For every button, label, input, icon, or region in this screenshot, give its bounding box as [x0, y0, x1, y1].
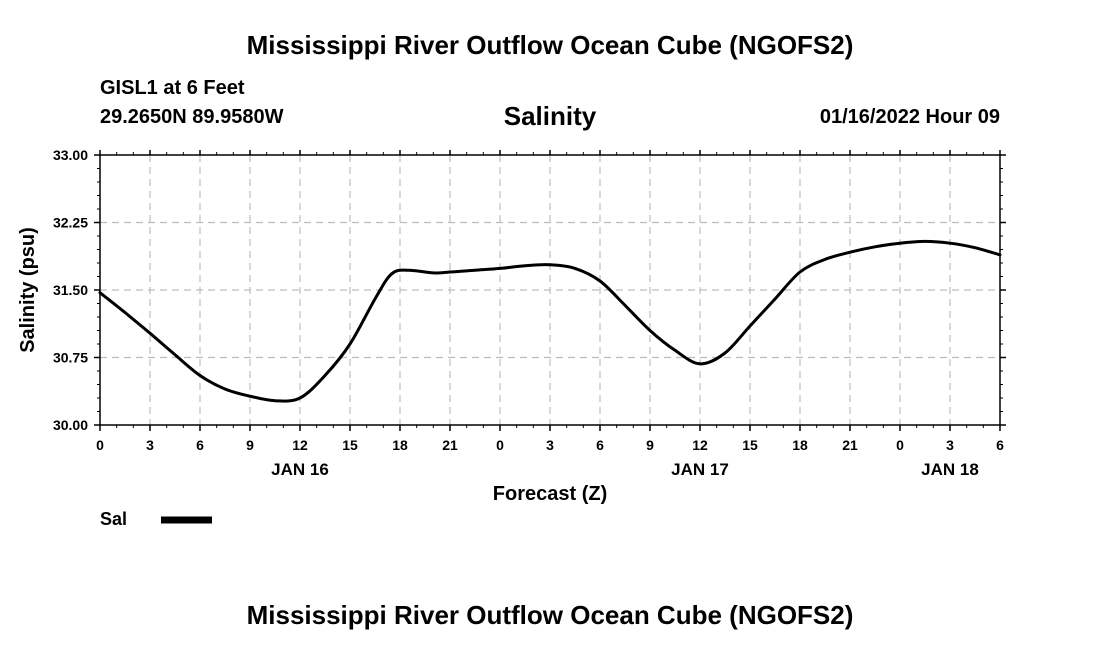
x-day-label: JAN 17 [671, 460, 729, 479]
chart-subtitle: Salinity [503, 101, 597, 131]
y-tick-label: 30.75 [53, 350, 88, 366]
x-tick-label: 3 [546, 437, 554, 453]
x-tick-label: 18 [792, 437, 808, 453]
x-tick-label: 0 [896, 437, 904, 453]
x-tick-label: 9 [246, 437, 254, 453]
y-axis-label: Salinity (psu) [17, 227, 39, 353]
x-tick-label: 21 [842, 437, 858, 453]
x-tick-label: 18 [392, 437, 408, 453]
axis-labels: 30.00 30.75 31.50 32.25 33.00 0 3 6 9 12 15 18 21 0 3 6… [53, 147, 1004, 479]
x-tick-label: 12 [692, 437, 708, 453]
x-axis-label: Forecast (Z) [493, 483, 607, 505]
x-tick-label: 6 [196, 437, 204, 453]
y-tick-label: 30.00 [53, 417, 88, 433]
x-tick-label: 15 [342, 437, 358, 453]
x-tick-label: 3 [146, 437, 154, 453]
station-coordinates: 29.2650N 89.9580W [100, 106, 284, 128]
y-tick-label: 33.00 [53, 147, 88, 163]
legend: Sal [100, 509, 212, 529]
x-tick-label: 6 [596, 437, 604, 453]
x-tick-label: 3 [946, 437, 954, 453]
x-day-label: JAN 18 [921, 460, 979, 479]
y-tick-label: 32.25 [53, 215, 88, 231]
x-tick-label: 0 [96, 437, 104, 453]
plot-frame [99, 154, 1001, 426]
x-tick-label: 15 [742, 437, 758, 453]
legend-label-sal: Sal [100, 509, 127, 529]
x-tick-label: 6 [996, 437, 1004, 453]
chart-title: Mississippi River Outflow Ocean Cube (NG… [246, 30, 854, 60]
x-tick-label: 12 [292, 437, 308, 453]
grid [100, 155, 1000, 425]
x-tick-label: 9 [646, 437, 654, 453]
series-line-sal [98, 239, 1002, 403]
y-tick-label: 31.50 [53, 282, 88, 298]
station-name: GISL1 at 6 Feet [100, 77, 245, 99]
forecast-run-time: 01/16/2022 Hour 09 [819, 106, 1000, 128]
x-day-label: JAN 16 [271, 460, 329, 479]
x-tick-label: 0 [496, 437, 504, 453]
x-tick-label: 21 [442, 437, 458, 453]
series-layer [98, 239, 1002, 403]
chart-title-repeat: Mississippi River Outflow Ocean Cube (NG… [246, 600, 854, 630]
